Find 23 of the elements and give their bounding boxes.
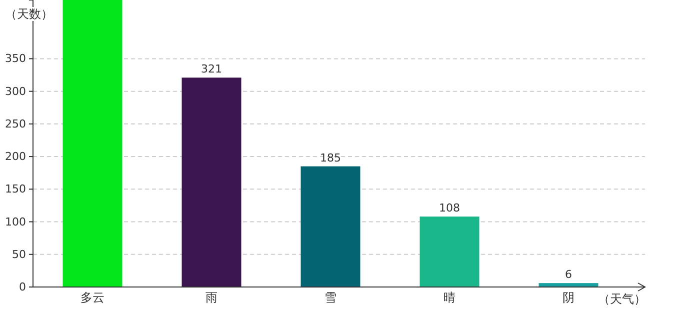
x-tick-label: 雨 <box>206 290 218 305</box>
x-tick-label: 雪 <box>324 290 336 305</box>
y-tick-label: 250 <box>5 117 26 130</box>
bar <box>420 216 480 287</box>
data-label: 321 <box>201 62 222 76</box>
y-tick-label: 350 <box>5 52 26 66</box>
x-tick-label: 阴 <box>562 290 574 305</box>
y-tick-label: 100 <box>5 215 26 228</box>
y-tick-label: 0 <box>19 280 26 294</box>
data-label: 108 <box>439 202 460 215</box>
y-tick-label: 200 <box>5 150 26 164</box>
bar <box>62 0 122 287</box>
data-label: 185 <box>320 151 341 164</box>
x-axis-title: （天气） <box>598 292 646 306</box>
x-tick-label: 多云 <box>80 290 104 305</box>
data-label: 6 <box>565 268 572 282</box>
y-tick-label: 300 <box>5 84 26 98</box>
y-tick-label: 50 <box>12 248 26 261</box>
bar <box>182 78 242 287</box>
y-tick-label: 150 <box>5 182 26 196</box>
x-tick-label: 晴 <box>444 290 456 305</box>
bar <box>300 166 360 287</box>
y-axis-title: （天数） <box>5 7 53 21</box>
